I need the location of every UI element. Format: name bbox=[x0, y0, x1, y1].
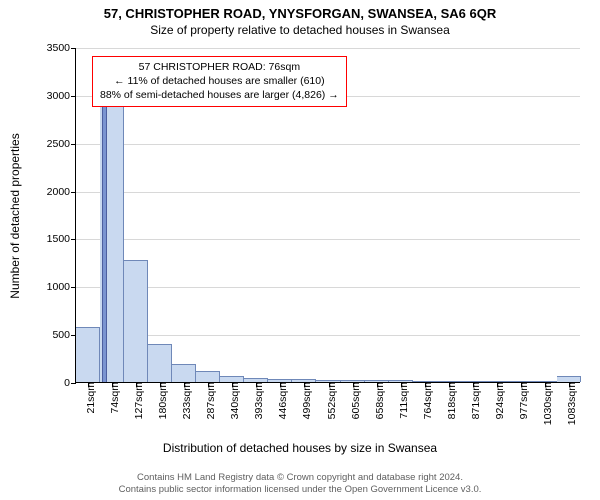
xtick-label: 1083sqm bbox=[560, 382, 578, 425]
xtick-label: 871sqm bbox=[464, 382, 482, 419]
gridline bbox=[76, 335, 580, 336]
xtick-label: 340sqm bbox=[223, 382, 241, 419]
page-title: 57, CHRISTOPHER ROAD, YNYSFORGAN, SWANSE… bbox=[0, 6, 600, 21]
ytick-label: 0 bbox=[64, 377, 76, 389]
footer: Contains HM Land Registry data © Crown c… bbox=[0, 472, 600, 496]
xtick-label: 818sqm bbox=[440, 382, 458, 419]
gridline bbox=[76, 287, 580, 288]
x-axis-title: Distribution of detached houses by size … bbox=[0, 441, 600, 455]
legend-line-2: ← 11% of detached houses are smaller (61… bbox=[100, 74, 339, 88]
xtick-label: 764sqm bbox=[416, 382, 434, 419]
xtick-label: 605sqm bbox=[344, 382, 362, 419]
xtick-label: 924sqm bbox=[488, 382, 506, 419]
histogram-bar bbox=[76, 327, 100, 382]
footer-line-2: Contains public sector information licen… bbox=[0, 484, 600, 496]
xtick-label: 711sqm bbox=[392, 382, 410, 419]
histogram-bar bbox=[172, 364, 196, 382]
xtick-label: 180sqm bbox=[151, 382, 169, 419]
xtick-label: 552sqm bbox=[320, 382, 338, 419]
legend-line-3: 88% of semi-detached houses are larger (… bbox=[100, 88, 339, 102]
highlight-bar bbox=[102, 85, 107, 382]
xtick-label: 127sqm bbox=[127, 382, 145, 419]
xtick-label: 233sqm bbox=[175, 382, 193, 419]
xtick-label: 658sqm bbox=[368, 382, 386, 419]
xtick-label: 74sqm bbox=[103, 382, 121, 414]
xtick-label: 1030sqm bbox=[536, 382, 554, 425]
xtick-label: 287sqm bbox=[199, 382, 217, 419]
ytick-label: 1000 bbox=[47, 281, 76, 293]
y-axis-title: Number of detached properties bbox=[8, 133, 22, 298]
ytick-label: 1500 bbox=[47, 233, 76, 245]
ytick-label: 2500 bbox=[47, 138, 76, 150]
xtick-label: 446sqm bbox=[271, 382, 289, 419]
xtick-label: 499sqm bbox=[295, 382, 313, 419]
gridline bbox=[76, 192, 580, 193]
xtick-label: 977sqm bbox=[512, 382, 530, 419]
legend-box: 57 CHRISTOPHER ROAD: 76sqm ← 11% of deta… bbox=[92, 56, 347, 107]
ytick-label: 500 bbox=[52, 329, 76, 341]
page-subtitle: Size of property relative to detached ho… bbox=[0, 23, 600, 37]
gridline bbox=[76, 144, 580, 145]
ytick-label: 2000 bbox=[47, 186, 76, 198]
gridline bbox=[76, 239, 580, 240]
histogram-bar bbox=[148, 344, 172, 382]
xtick-label: 21sqm bbox=[79, 382, 97, 414]
xtick-label: 393sqm bbox=[247, 382, 265, 419]
gridline bbox=[76, 48, 580, 49]
histogram-bar bbox=[124, 260, 148, 383]
footer-line-1: Contains HM Land Registry data © Crown c… bbox=[0, 472, 600, 484]
ytick-label: 3000 bbox=[47, 90, 76, 102]
histogram-bar bbox=[196, 371, 220, 382]
ytick-label: 3500 bbox=[47, 42, 76, 54]
legend-line-1: 57 CHRISTOPHER ROAD: 76sqm bbox=[100, 60, 339, 74]
